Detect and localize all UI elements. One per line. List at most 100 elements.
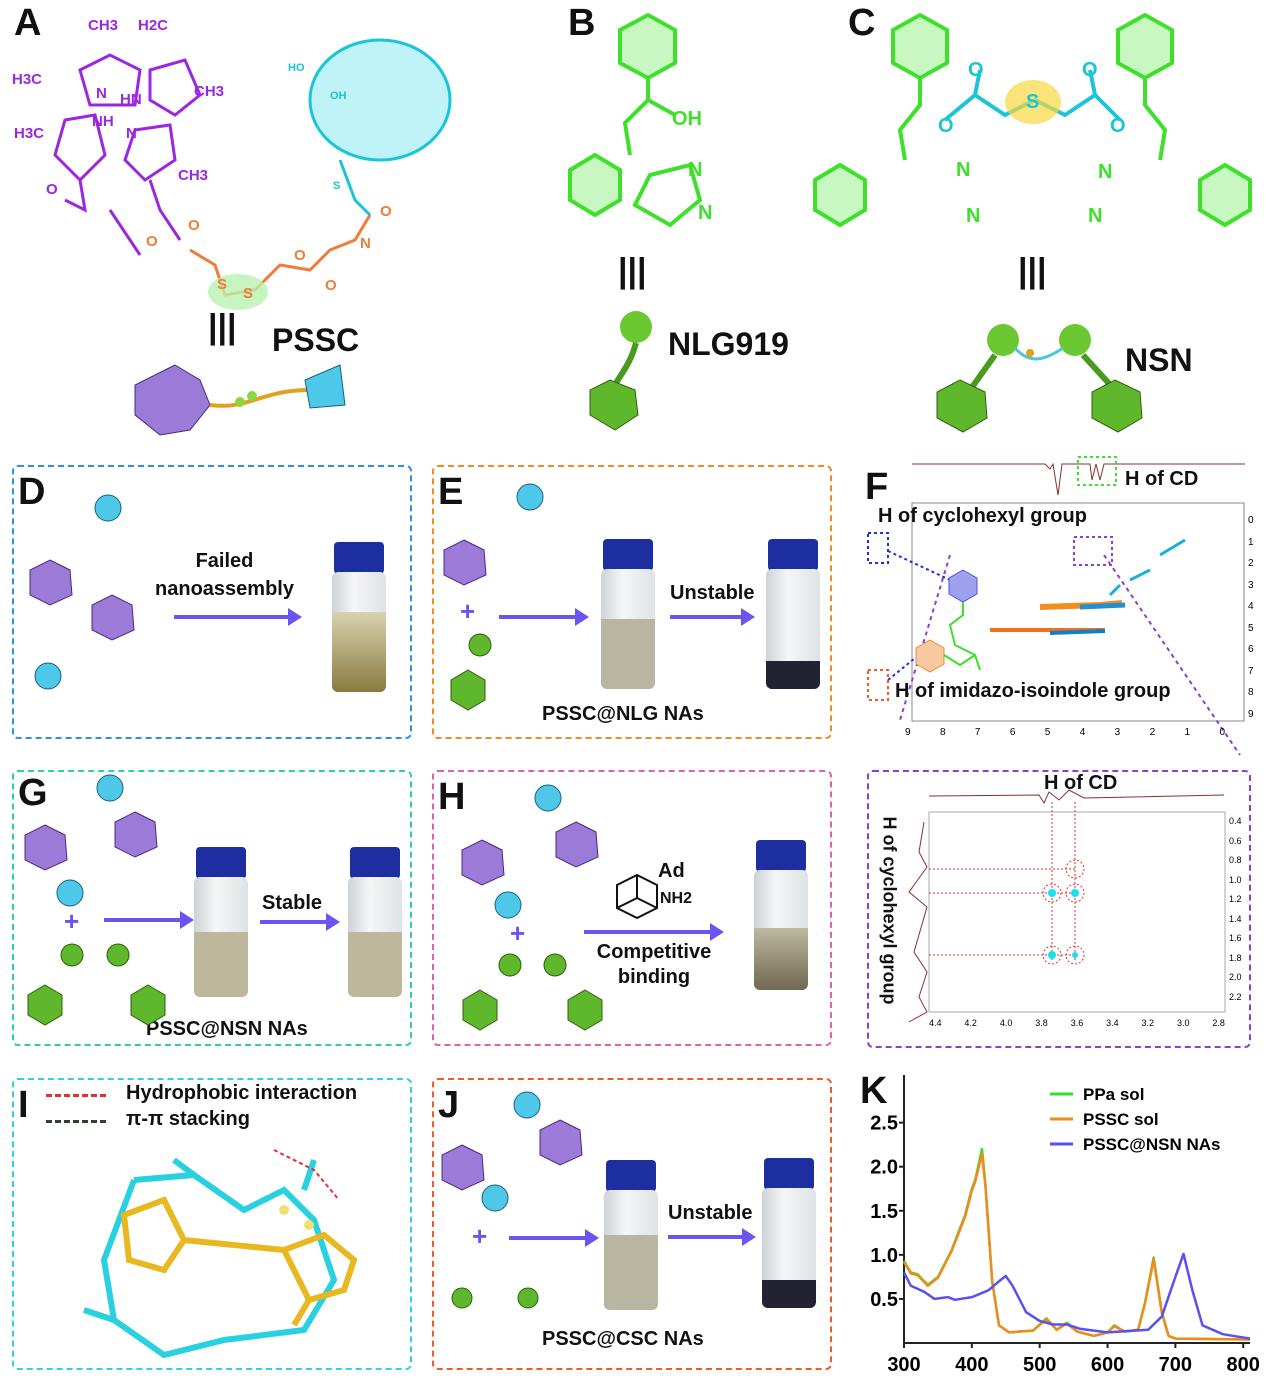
tick: 6 <box>1009 727 1016 738</box>
nlg919-label: NLG919 <box>668 326 789 362</box>
atom-label: NH <box>92 113 114 130</box>
tick: 3.4 <box>1106 1018 1119 1028</box>
tick: 6 <box>1248 644 1254 656</box>
atom-label: S <box>1026 91 1040 113</box>
tick: 8 <box>1248 687 1254 699</box>
tick: 3 <box>1248 579 1254 591</box>
absorbance-chart: 300 400 500 600 700 800 0.5 1.0 1.5 2.0 2.5 PPa sol… <box>870 1075 1260 1376</box>
y-tick-label: 1.5 <box>870 1201 898 1223</box>
panel-e: E Unstable PSSC@NLG NAs <box>432 465 832 739</box>
atom-label: CH3 <box>194 83 225 100</box>
panel-g: G Stable PSSC@NSN NAs <box>12 770 412 1046</box>
atom-label: O <box>380 203 392 220</box>
zoom-y-ticks: 0.4 0.6 0.8 1.0 1.2 1.4 1.6 1.8 2.0 2.2 <box>1229 816 1242 1002</box>
panel-h: H Ad NH2 Competitive binding <box>432 770 832 1046</box>
panel-f-zoom: H of CD H of cyclohexyl group 4.4 4.2 4.0 3… <box>867 770 1251 1048</box>
arrow-icon <box>499 608 589 626</box>
tick: 1.0 <box>1229 874 1242 885</box>
y-tick-label: 1.0 <box>870 1245 898 1267</box>
atom-label: O <box>1082 59 1098 81</box>
atom-label: S <box>217 276 228 293</box>
atom-label: O <box>46 181 58 198</box>
tick: 1.6 <box>1229 933 1242 944</box>
arrow-icon <box>670 608 755 626</box>
h-cyclohexyl-label: H of cyclohexyl group <box>878 505 1087 527</box>
vial-g2 <box>346 847 404 997</box>
tick: 0 <box>1219 727 1225 738</box>
x-tick-label: 800 <box>1227 1354 1260 1376</box>
vial-j1 <box>602 1160 660 1310</box>
tick: 7 <box>1248 665 1254 677</box>
y-tick-label: 0.5 <box>870 1289 898 1311</box>
nh2-label: NH2 <box>660 890 693 907</box>
panel-b-label: B <box>568 2 596 44</box>
oh-label: OH <box>672 108 702 130</box>
unstable-label: Unstable <box>670 582 755 604</box>
atom-label: S <box>243 285 254 302</box>
atom-label: N <box>96 85 107 102</box>
tick: 2.0 <box>1229 972 1242 983</box>
ad-label: Ad <box>658 860 685 882</box>
series-line-1 <box>902 1152 1251 1341</box>
vial-e2 <box>764 539 822 689</box>
tick: 1 <box>1248 536 1254 548</box>
panel-i-label: I <box>18 1084 29 1126</box>
panel-a-label: A <box>14 2 42 44</box>
panel-e-label: E <box>438 471 464 513</box>
equiv-b: ||| <box>618 252 647 290</box>
zoom-h-of-cd-label: H of CD <box>1044 772 1118 794</box>
nsn-structure <box>813 12 1252 228</box>
atom-label: N <box>956 159 971 181</box>
tick: 0 <box>1248 515 1254 526</box>
panel-f-label: F <box>865 466 889 508</box>
atom-label: HO <box>288 62 305 74</box>
atom-label: O <box>325 277 337 294</box>
tick: 3.2 <box>1141 1018 1155 1028</box>
x-tick-label: 600 <box>1091 1354 1124 1376</box>
nsn-cartoon <box>936 324 1143 433</box>
equiv-c: ||| <box>1018 252 1047 290</box>
panel-d-label: D <box>18 471 46 513</box>
hydrophobic-label: Hydrophobic interaction <box>126 1082 358 1104</box>
arrow-icon <box>668 1228 756 1246</box>
panel-c-label: C <box>848 2 876 44</box>
tick: 0.8 <box>1229 855 1242 866</box>
tick: 4 <box>1079 727 1086 738</box>
atom-label: N <box>360 235 371 252</box>
tick: 3 <box>1114 727 1121 738</box>
tick: 9 <box>905 727 911 738</box>
stacking-legend-line <box>46 1120 106 1123</box>
atom-label: O <box>938 115 954 137</box>
arrow-icon <box>174 608 302 626</box>
tick: 5 <box>1044 727 1051 738</box>
tick: 9 <box>1248 708 1254 720</box>
vial-g1 <box>192 847 250 997</box>
atom-label: CH3 <box>88 17 119 34</box>
pssc-label: PSSC <box>272 322 360 358</box>
tick: 7 <box>974 727 981 738</box>
tick: 5 <box>1248 622 1254 634</box>
vial-j2 <box>760 1158 818 1308</box>
tick: 4.4 <box>929 1018 942 1028</box>
caption-e: PSSC@NLG NAs <box>542 703 704 725</box>
x-tick-label: 300 <box>887 1354 920 1376</box>
noesy-spectrum <box>867 456 1245 756</box>
tick: 3.0 <box>1176 1018 1190 1028</box>
atom-label: H3C <box>14 125 45 142</box>
y-tick-label: 2.5 <box>870 1113 898 1135</box>
tick: 4 <box>1248 601 1254 613</box>
panel-d: D Failed nanoassembly <box>12 465 412 739</box>
x-tick-label: 700 <box>1159 1354 1192 1376</box>
tick: 4.2 <box>964 1018 977 1028</box>
unstable-label-j: Unstable <box>668 1202 753 1224</box>
vial-d <box>330 542 388 692</box>
atom-label: HN <box>120 91 142 108</box>
panel-h-label: H <box>438 776 466 818</box>
arrow-icon <box>260 913 340 931</box>
stacking-label: π-π stacking <box>126 1108 250 1130</box>
caption-g: PSSC@NSN NAs <box>146 1018 308 1040</box>
vial-e1 <box>599 539 657 689</box>
atom-label: O <box>146 233 158 250</box>
series-line-2 <box>902 1252 1251 1340</box>
